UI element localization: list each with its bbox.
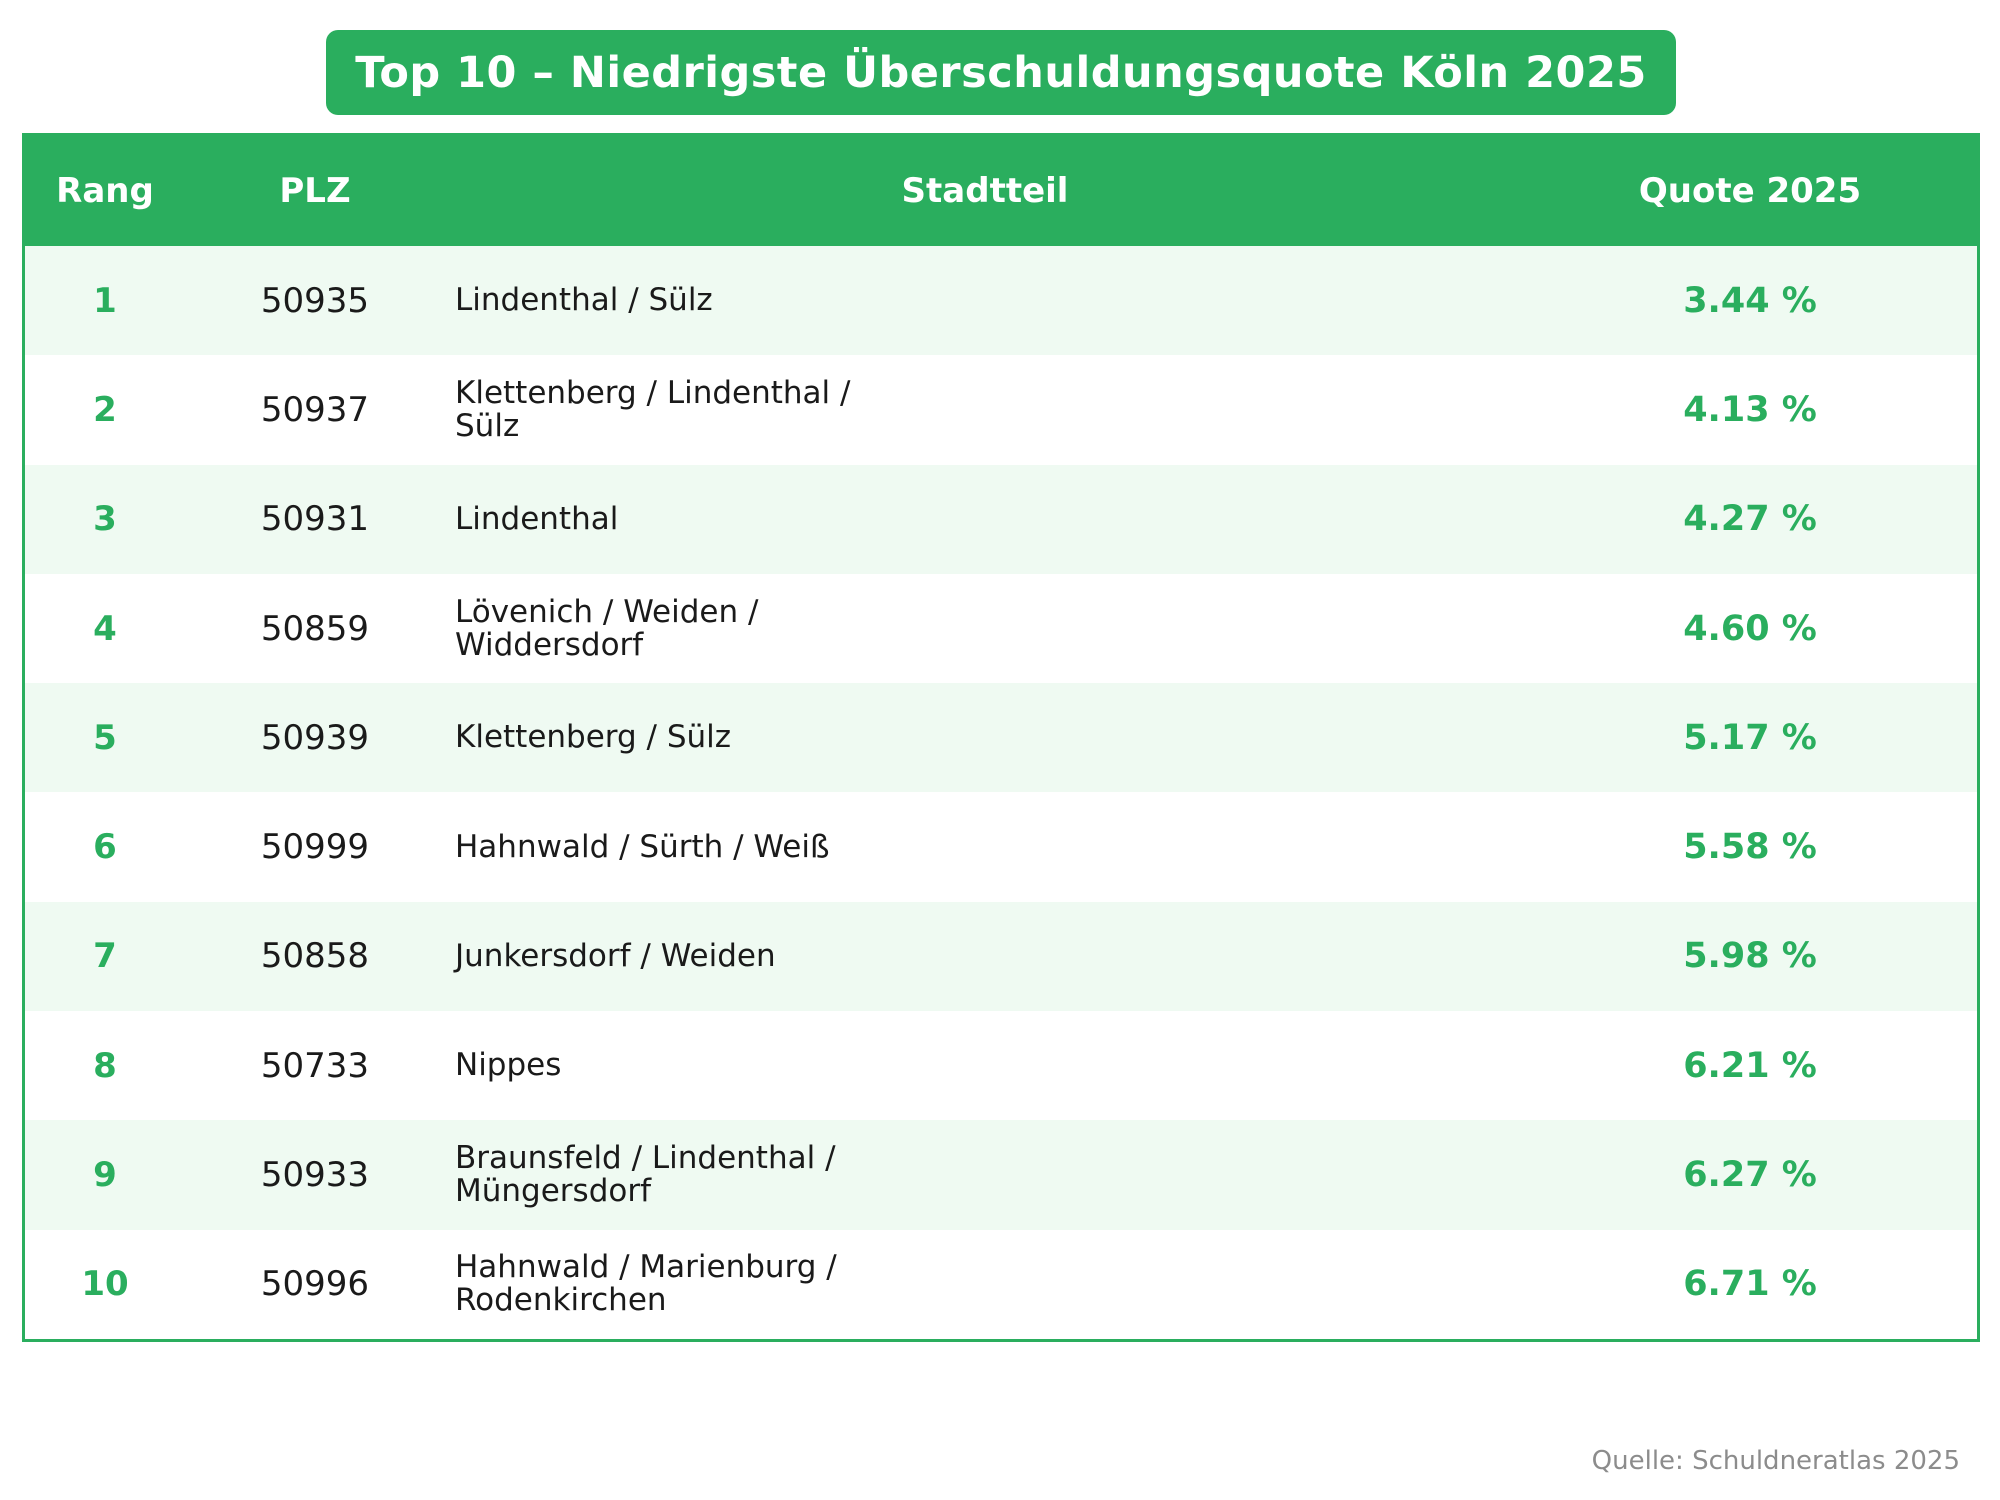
stadtteil-value: Hahnwald / Marienburg / Rodenkirchen [455, 1249, 837, 1319]
rang-value: 7 [93, 936, 117, 977]
plz-value-cell: 50939 [225, 683, 405, 792]
plz-value-cell: 50733 [225, 1011, 405, 1120]
quote-value-cell: 6.27 % [1555, 1120, 1945, 1229]
plz-value-cell: 50999 [225, 793, 405, 902]
quote-value-cell: 5.98 % [1555, 902, 1945, 1011]
rang-value: 4 [93, 608, 117, 649]
stadtteil-value-cell: Lindenthal / Sülz [455, 246, 1515, 355]
plz-value-cell: 50859 [225, 574, 405, 683]
stadtteil-value: Lindenthal [455, 500, 619, 537]
rang-value: 1 [93, 280, 117, 321]
plz-value-cell: 50858 [225, 902, 405, 1011]
page-title: Top 10 – Niedrigste Überschuldungsquote … [355, 47, 1647, 98]
stadtteil-value-cell: Junkersdorf / Weiden [455, 902, 1515, 1011]
plz-value: 50999 [260, 827, 370, 868]
table-row: 9 50933 Braunsfeld / Lindenthal / Müngersd… [25, 1120, 1977, 1230]
quote-value-cell: 5.17 % [1555, 683, 1945, 792]
title-banner: Top 10 – Niedrigste Überschuldungsquote … [326, 30, 1676, 115]
quote-value: 5.98 % [1683, 936, 1817, 977]
plz-value-cell: 50937 [225, 355, 405, 464]
stadtteil-value: Hahnwald / Sürth / Weiß [455, 828, 830, 865]
quote-value: 6.27 % [1683, 1155, 1817, 1196]
quote-value-cell: 4.13 % [1555, 355, 1945, 464]
rang-value: 10 [81, 1264, 129, 1305]
plz-value: 50996 [260, 1264, 370, 1305]
table-row: 2 50937 Klettenberg / Lindenthal / Sülz 4.1… [25, 355, 1977, 464]
stadtteil-value-cell: Hahnwald / Sürth / Weiß [455, 793, 1515, 902]
stadtteil-value: Braunsfeld / Lindenthal / Müngersdorf [455, 1140, 836, 1210]
table-row: 1 50935 Lindenthal / Sülz 3.44 % [25, 246, 1977, 356]
quote-value: 4.60 % [1683, 608, 1817, 649]
rang-value-cell: 7 [25, 902, 185, 1011]
quote-value: 6.71 % [1683, 1264, 1817, 1305]
header-stadtteil: Stadtteil [901, 171, 1069, 211]
rang-value: 2 [93, 389, 117, 430]
header-plz: PLZ [279, 171, 351, 211]
plz-value-cell: 50931 [225, 465, 405, 574]
rang-value: 9 [93, 1155, 117, 1196]
quote-value: 4.27 % [1683, 499, 1817, 540]
rang-value: 6 [93, 827, 117, 868]
plz-value: 50935 [260, 280, 370, 321]
rang-value-cell: 4 [25, 574, 185, 683]
header-quote: Quote 2025 [1638, 171, 1862, 211]
plz-value: 50858 [260, 936, 370, 977]
rang-value: 8 [93, 1045, 117, 1086]
stadtteil-value: Klettenberg / Lindenthal / Sülz [455, 374, 851, 444]
table-row: 3 50931 Lindenthal 4.27 % [25, 464, 1977, 574]
quote-value-cell: 4.60 % [1555, 574, 1945, 683]
table-row: 5 50939 Klettenberg / Sülz 5.17 % [25, 683, 1977, 793]
stadtteil-value: Nippes [455, 1047, 562, 1084]
rang-value-cell: 10 [25, 1230, 185, 1339]
rang-value-cell: 6 [25, 793, 185, 902]
stadtteil-value: Lindenthal / Sülz [455, 282, 713, 319]
table-header: Rang PLZ Stadtteil Quote 2025 [25, 136, 1977, 246]
table-row: 8 50733 Nippes 6.21 % [25, 1011, 1977, 1120]
stadtteil-value-cell: Hahnwald / Marienburg / Rodenkirchen [455, 1230, 1515, 1339]
quote-value-cell: 6.71 % [1555, 1230, 1945, 1339]
rang-value-cell: 9 [25, 1120, 185, 1229]
quote-value: 4.13 % [1683, 389, 1817, 430]
plz-value-cell: 50933 [225, 1120, 405, 1229]
stadtteil-value: Junkersdorf / Weiden [455, 937, 776, 974]
plz-value-cell: 50996 [225, 1230, 405, 1339]
plz-value-cell: 50935 [225, 246, 405, 355]
quote-value: 5.17 % [1683, 717, 1817, 758]
rang-value-cell: 5 [25, 683, 185, 792]
source-note: Quelle: Schuldneratlas 2025 [1591, 1446, 1960, 1476]
rang-value: 3 [93, 499, 117, 540]
stadtteil-value: Lövenich / Weiden / Widdersdorf [455, 593, 759, 663]
rang-value: 5 [93, 717, 117, 758]
plz-value: 50933 [260, 1155, 370, 1196]
table-row: 6 50999 Hahnwald / Sürth / Weiß 5.58 % [25, 793, 1977, 902]
stadtteil-value-cell: Klettenberg / Sülz [455, 683, 1515, 792]
quote-value: 3.44 % [1683, 280, 1817, 321]
plz-value: 50733 [260, 1045, 370, 1086]
plz-value: 50939 [260, 717, 370, 758]
stadtteil-value-cell: Braunsfeld / Lindenthal / Müngersdorf [455, 1120, 1515, 1229]
rang-value-cell: 3 [25, 465, 185, 574]
quote-value: 5.58 % [1683, 827, 1817, 868]
rang-value-cell: 2 [25, 355, 185, 464]
table-row: 4 50859 Lövenich / Weiden / Widdersdorf 4.6… [25, 574, 1977, 683]
quote-value-cell: 6.21 % [1555, 1011, 1945, 1120]
rang-value-cell: 8 [25, 1011, 185, 1120]
ranking-table: Rang PLZ Stadtteil Quote 2025 1 50935 Lind… [22, 133, 1980, 1342]
plz-value: 50931 [260, 499, 370, 540]
quote-value-cell: 4.27 % [1555, 465, 1945, 574]
plz-value: 50937 [260, 389, 370, 430]
table-row: 7 50858 Junkersdorf / Weiden 5.98 % [25, 901, 1977, 1012]
stadtteil-value-cell: Nippes [455, 1011, 1515, 1120]
table-row: 10 50996 Hahnwald / Marienburg / Rodenkirc… [25, 1230, 1977, 1339]
stadtteil-value-cell: Lindenthal [455, 465, 1515, 574]
stadtteil-value-cell: Lövenich / Weiden / Widdersdorf [455, 574, 1515, 683]
rang-value-cell: 1 [25, 246, 185, 355]
quote-value-cell: 3.44 % [1555, 246, 1945, 355]
stadtteil-value-cell: Klettenberg / Lindenthal / Sülz [455, 355, 1515, 464]
plz-value: 50859 [260, 608, 370, 649]
quote-value-cell: 5.58 % [1555, 793, 1945, 902]
stadtteil-value: Klettenberg / Sülz [455, 719, 732, 756]
header-rang: Rang [56, 171, 154, 211]
quote-value: 6.21 % [1683, 1045, 1817, 1086]
